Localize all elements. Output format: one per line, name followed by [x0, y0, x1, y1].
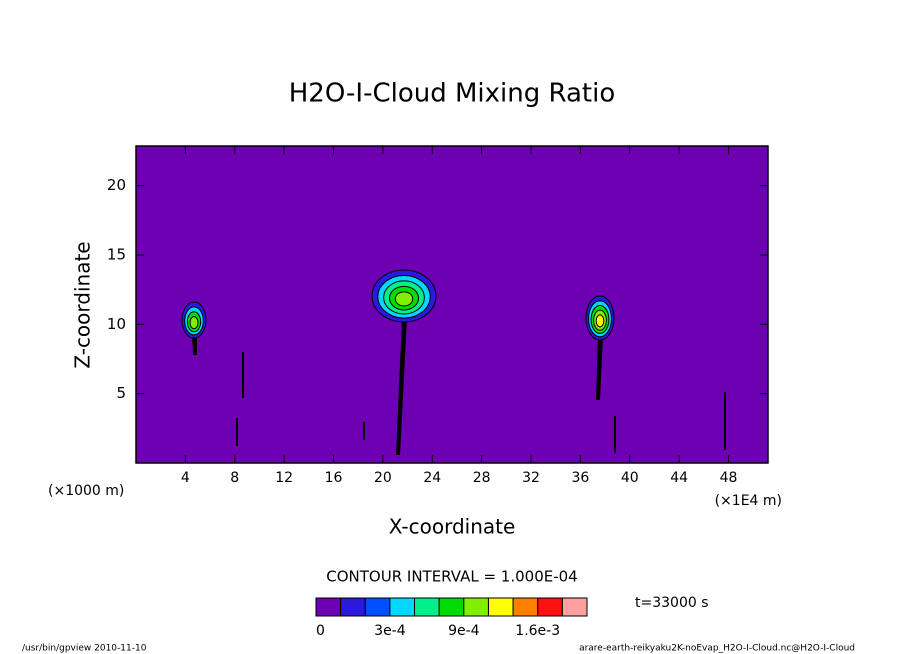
- colorbar-tick-label: 9e-4: [448, 623, 480, 639]
- x-tick-label: 32: [522, 470, 540, 486]
- y-tick-label: 10: [107, 315, 126, 333]
- contour-band: [595, 314, 605, 328]
- y-axis-label: Z-coordinate: [71, 241, 95, 368]
- colorbar-box: [537, 597, 563, 617]
- x-axis-label: X-coordinate: [389, 515, 516, 539]
- colorbar-box: [438, 597, 465, 617]
- colorbar-tick-label: 1.6e-3: [515, 623, 560, 639]
- colorbar-tick-label: 0: [316, 623, 325, 639]
- contour-band: [189, 316, 199, 330]
- colorbar-box: [463, 597, 489, 617]
- footer-left: /usr/bin/gpview 2010-11-10: [22, 644, 147, 654]
- x-tick-label: 36: [571, 470, 589, 486]
- x-tick-label: 12: [275, 470, 293, 486]
- colorbar-box: [389, 597, 416, 617]
- contour-line: [192, 334, 197, 355]
- x-tick-label: 40: [621, 470, 639, 486]
- y-tick-label: 15: [107, 245, 126, 263]
- contour-interval: CONTOUR INTERVAL = 1.000E-04: [326, 568, 577, 586]
- x-unit-label: (×1E4 m): [715, 493, 782, 509]
- x-tick-label: 24: [423, 470, 441, 486]
- x-unit-label: (×1000 m): [48, 483, 124, 499]
- contour-line: [596, 336, 603, 400]
- y-tick-label: 5: [116, 384, 126, 402]
- colorbar-tick-label: 3e-4: [374, 623, 406, 639]
- x-tick-label: 28: [473, 470, 491, 486]
- colorbar-box: [561, 597, 588, 617]
- colorbar-box: [364, 597, 391, 617]
- chart-title: H2O-I-Cloud Mixing Ratio: [289, 79, 616, 109]
- contour-fill: [136, 146, 768, 463]
- x-tick-label: 16: [325, 470, 343, 486]
- time-label: t=33000 s: [635, 595, 709, 611]
- contour-band: [394, 291, 414, 307]
- contour-line: [396, 318, 407, 455]
- y-tick-label: 20: [107, 176, 126, 194]
- colorbar-box: [340, 597, 366, 617]
- x-tick-label: 4: [181, 470, 190, 486]
- colorbar-box: [315, 597, 342, 617]
- colorbar-box: [487, 597, 514, 617]
- plot-frame: [135, 145, 769, 464]
- footer-right: arare-earth-reikyaku2K-noEvap_H2O-I-Clou…: [579, 644, 855, 654]
- colorbar-box: [414, 597, 440, 617]
- x-tick-label: 20: [374, 470, 392, 486]
- colorbar-box: [512, 597, 539, 617]
- x-tick-label: 8: [230, 470, 239, 486]
- x-tick-label: 48: [720, 470, 738, 486]
- x-tick-label: 44: [670, 470, 688, 486]
